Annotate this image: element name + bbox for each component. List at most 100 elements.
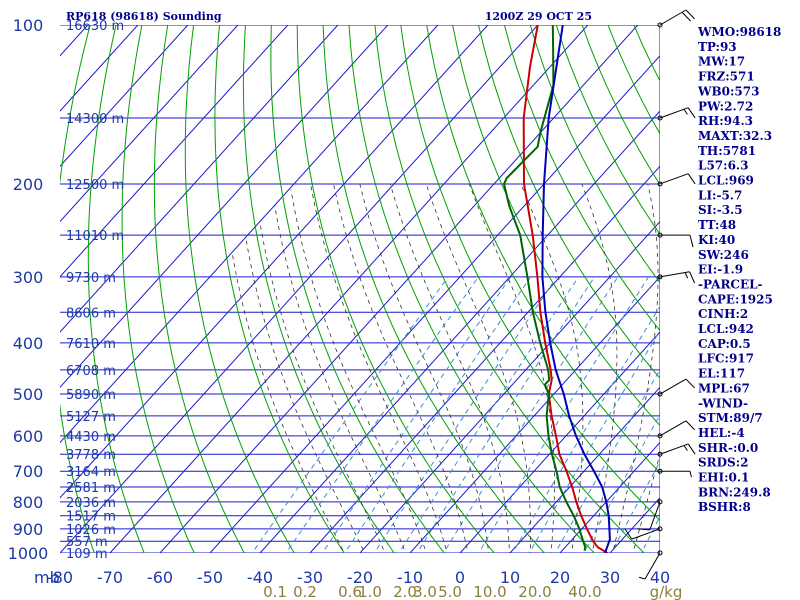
moist-adiabat-line <box>425 183 531 553</box>
index-value: CINH:2 <box>698 307 748 321</box>
isotherm-line <box>60 25 239 223</box>
wind-barb-origin <box>657 468 663 474</box>
temperature-tick-label: -30 <box>297 568 323 587</box>
mixing-ratio-line <box>554 368 660 553</box>
index-value: BRN:249.8 <box>698 485 771 499</box>
height-label: 12500 m <box>66 178 124 193</box>
wind-barb-staff <box>659 173 689 185</box>
isotherm-line <box>459 331 660 553</box>
series-temperature-line <box>522 25 609 553</box>
index-value: CAPE:1925 <box>698 292 773 306</box>
temperature-tick-label: -60 <box>147 568 173 587</box>
height-label: 5890 m <box>66 388 116 403</box>
wind-barb-flag <box>687 107 696 119</box>
height-label: 4430 m <box>66 430 116 445</box>
dry-adiabat-line <box>348 25 595 553</box>
wind-barb-half-flag <box>683 108 688 115</box>
mixing-ratio-label: 10.0 <box>473 583 506 600</box>
pressure-tick-label: 100 <box>13 16 44 35</box>
index-value: EI:-1.9 <box>698 263 743 277</box>
isotherm-line <box>109 25 589 553</box>
wind-barb-origin <box>657 115 663 121</box>
height-label: 2036 m <box>66 496 116 511</box>
height-label: 3164 m <box>66 465 116 480</box>
temperature-tick-label: -70 <box>97 568 123 587</box>
wind-barb-flag <box>624 528 633 540</box>
wind-barb-staff <box>659 271 690 278</box>
index-value: LCL:942 <box>698 322 754 336</box>
mixing-ratio-line <box>478 276 649 553</box>
dry-adiabat-line <box>400 25 660 522</box>
mixing-ratio-label: 2.0 <box>393 583 417 600</box>
wind-barb-staff <box>659 107 689 119</box>
index-value: PW:2.72 <box>698 99 753 113</box>
temperature-tick-label: -20 <box>347 568 373 587</box>
mixing-ratio-label: 40.0 <box>568 583 601 600</box>
height-label: 557 m <box>66 535 108 550</box>
wind-barb-half-flag <box>689 471 692 478</box>
mixing-ratio-label: 5.0 <box>438 583 462 600</box>
moist-adiabat-line <box>520 183 584 553</box>
dry-adiabat-line <box>214 25 345 553</box>
temperature-tick-label: 20 <box>550 568 570 587</box>
moist-adiabat-line <box>359 183 490 553</box>
pressure-tick-label: 300 <box>13 268 44 287</box>
temperature-tick-label: -80 <box>47 568 73 587</box>
mixing-ratio-line <box>512 305 660 553</box>
isotherm-line <box>259 110 660 553</box>
mixing-ratio-label: 0.1 <box>263 583 287 600</box>
wind-barb-origin <box>657 499 663 505</box>
wind-barb-staff <box>659 378 687 395</box>
index-value: WMO:98618 <box>697 25 781 39</box>
sounding-time: 1200Z 29 OCT 25 <box>485 10 592 23</box>
pressure-tick-label: 800 <box>13 493 44 512</box>
pressure-unit-label: mb <box>34 568 60 587</box>
wind-barb-staff <box>659 9 687 26</box>
dry-adiabat-line <box>184 25 295 553</box>
temperature-tick-label: 40 <box>650 568 670 587</box>
wind-barb-staff <box>649 501 661 531</box>
index-value: EHI:0.1 <box>698 471 749 485</box>
pressure-tick-label: 900 <box>13 520 44 539</box>
dry-adiabat-line <box>153 25 245 553</box>
mixing-ratio-line <box>285 276 479 553</box>
pressure-tick-label: 500 <box>13 385 44 404</box>
index-value: LCL:969 <box>698 174 754 188</box>
mixing-ratio-line <box>443 276 619 553</box>
index-value: TH:5781 <box>698 144 756 158</box>
index-value: HEL:-4 <box>698 426 745 440</box>
dry-adiabat-line <box>270 25 445 553</box>
isotherm-line <box>60 25 189 168</box>
profiles-layer <box>502 25 611 553</box>
dry-adiabat-line <box>60 25 95 553</box>
height-label: 7610 m <box>66 337 116 352</box>
wind-barb-staff <box>659 443 689 455</box>
dry-adiabat-line <box>426 25 660 474</box>
isotherm-line <box>60 25 539 553</box>
dry-adiabat-line <box>503 25 660 332</box>
isotherm-line <box>60 25 389 388</box>
sounding-title: RP618 (98618) Sounding <box>66 10 222 23</box>
wind-barb-flag <box>637 528 650 531</box>
index-value: KI:40 <box>698 233 735 247</box>
moist-adiabat-line <box>389 183 510 553</box>
height-label: 14300 m <box>66 112 124 127</box>
index-value: EL:117 <box>698 367 745 381</box>
temperature-tick-label: -10 <box>397 568 423 587</box>
dry-adiabat-line <box>529 25 660 284</box>
index-value: SRDS:2 <box>698 456 749 470</box>
dry-adiabat-line <box>87 25 145 553</box>
moist-adiabat-line <box>333 183 469 553</box>
mixing-ratio-line <box>528 329 660 553</box>
height-label: 5127 m <box>66 410 116 425</box>
height-label: 3778 m <box>66 448 116 463</box>
index-value: MPL:67 <box>698 381 750 395</box>
moist-adiabat-line <box>468 183 555 553</box>
height-label: 16630 m <box>66 19 124 34</box>
wind-barb-origin <box>657 232 663 238</box>
mixing-ratio-unit: g/kg <box>650 583 683 600</box>
mixing-ratio-line <box>416 276 595 553</box>
moist-adiabat-line <box>260 225 386 553</box>
index-value: LFC:917 <box>698 352 754 366</box>
